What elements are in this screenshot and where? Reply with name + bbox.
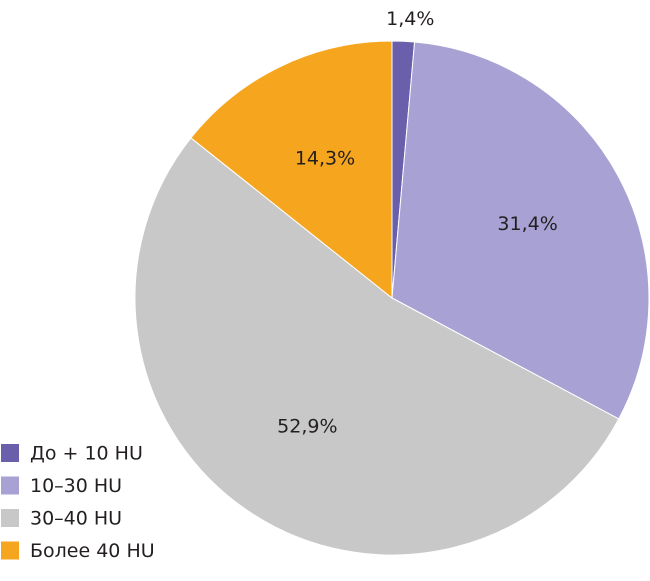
pie-slice [134,137,620,556]
legend-label: До + 10 HU [30,443,143,465]
legend-label: Более 40 HU [30,540,155,562]
legend-swatch [1,541,19,560]
data-label: 1,4% [386,8,434,30]
pie-slice [391,41,650,420]
data-label: 31,4% [497,213,557,235]
legend-swatch [1,444,19,462]
legend-swatch [1,509,19,527]
legend-label: 10–30 HU [30,475,122,497]
legend-swatch [1,476,19,495]
legend-label: 30–40 HU [30,508,122,530]
data-label: 14,3% [295,148,355,170]
pie-slice [190,40,393,300]
data-label: 52,9% [277,415,337,437]
